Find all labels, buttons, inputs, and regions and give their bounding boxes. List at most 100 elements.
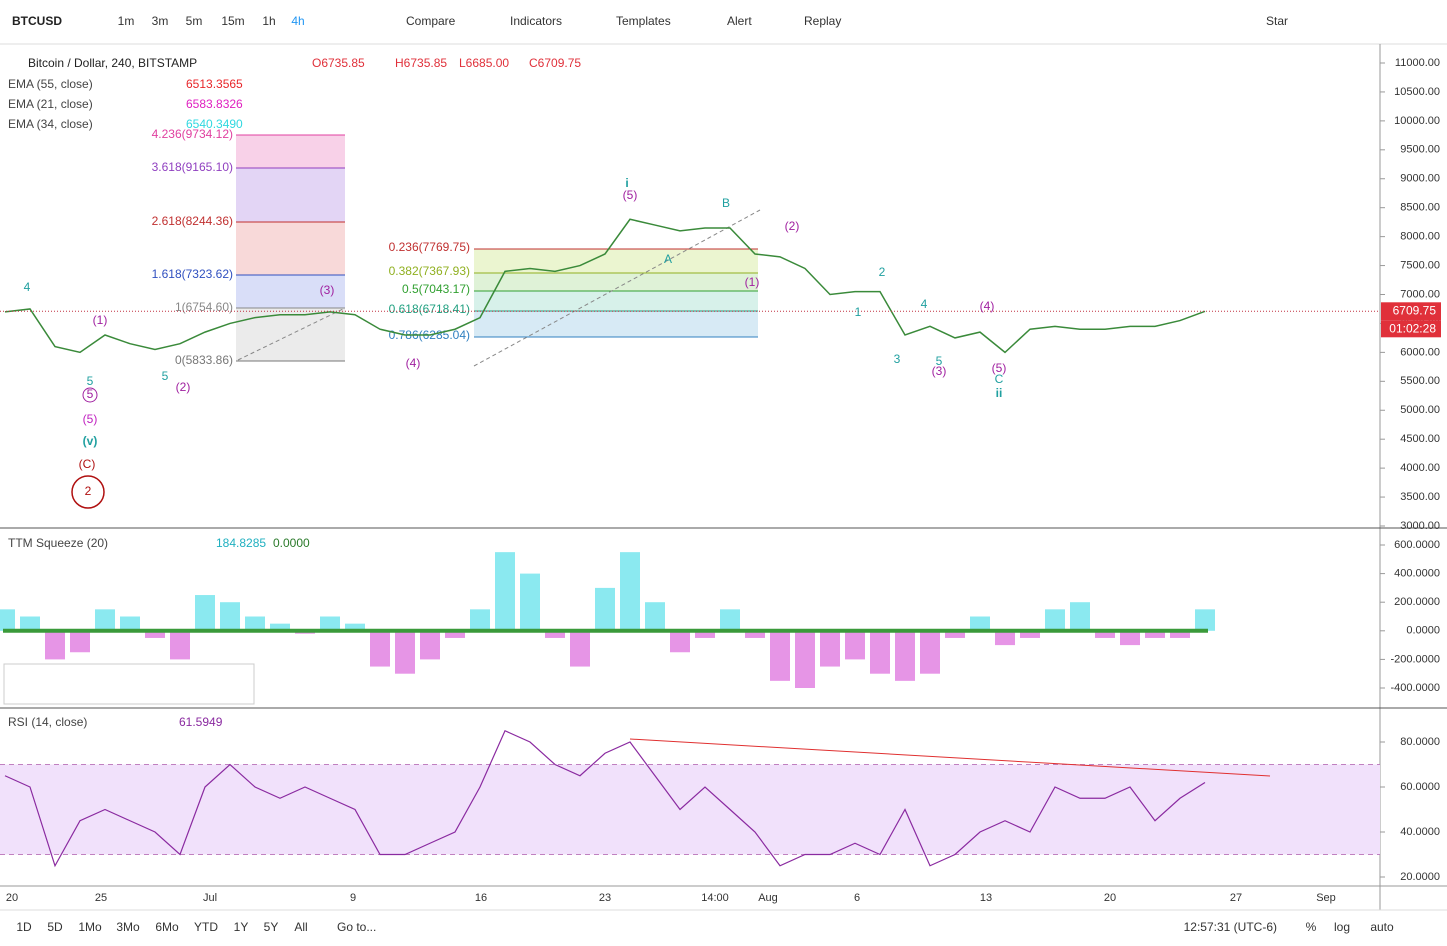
toolbar-button[interactable]: Compare xyxy=(406,14,456,28)
toolbar-button[interactable]: Replay xyxy=(804,14,841,28)
wave-label: 2 xyxy=(85,484,92,498)
y-tick-label: -200.0000 xyxy=(1390,653,1440,665)
squeeze-bar xyxy=(995,630,1015,646)
last-price-label: 6709.75 xyxy=(1393,303,1437,317)
squeeze-bar xyxy=(820,630,840,667)
toolbar-button[interactable]: Templates xyxy=(616,14,671,28)
interval-button[interactable]: 1h xyxy=(262,14,275,28)
wave-label: (5) xyxy=(83,412,98,426)
star-button[interactable]: Star xyxy=(1266,14,1288,28)
legend-title: Bitcoin / Dollar, 240, BITSTAMP xyxy=(28,56,197,70)
interval-button[interactable]: 1m xyxy=(118,14,135,28)
toolbar-button[interactable]: Alert xyxy=(727,14,752,28)
wave-label: (5) xyxy=(623,188,638,202)
fib-zone xyxy=(236,168,345,222)
y-tick-label: 8000.00 xyxy=(1400,231,1440,243)
fib-label: 4.236(9734.12) xyxy=(152,127,233,141)
squeeze-bar xyxy=(970,616,990,631)
wave-label: 5 xyxy=(162,369,169,383)
toolbar-button[interactable]: Indicators xyxy=(510,14,562,28)
wave-label: (5) xyxy=(992,361,1007,375)
fib-zone xyxy=(474,311,758,337)
ohlc-value: L6685.00 xyxy=(459,56,509,70)
last-price-tag xyxy=(1381,302,1441,321)
squeeze-bar xyxy=(245,616,265,631)
goto-button[interactable]: Go to... xyxy=(337,920,376,934)
y-tick-label: 0.0000 xyxy=(1406,625,1440,637)
scale-option[interactable]: % xyxy=(1306,920,1317,934)
range-button[interactable]: 1D xyxy=(16,920,32,934)
fib-zone xyxy=(474,291,758,311)
squeeze-bar xyxy=(145,630,165,638)
squeeze-bar xyxy=(45,630,65,660)
x-tick-label: 14:00 xyxy=(701,892,729,904)
y-tick-label: 7500.00 xyxy=(1400,259,1440,271)
x-tick-label: 25 xyxy=(95,892,107,904)
ohlc-value: O6735.85 xyxy=(312,56,365,70)
ema-name: EMA (21, close) xyxy=(8,97,93,111)
squeeze-bar xyxy=(945,630,965,638)
rsi-trend-line xyxy=(629,738,1271,777)
squeeze-bar xyxy=(345,623,365,631)
countdown-label: 01:02:28 xyxy=(1389,321,1436,335)
fib-zone xyxy=(236,275,345,308)
range-button[interactable]: YTD xyxy=(194,920,218,934)
y-tick-label: 4000.00 xyxy=(1400,462,1440,474)
countdown-tag xyxy=(1381,320,1441,338)
range-button[interactable]: All xyxy=(294,920,307,934)
range-button[interactable]: 1Mo xyxy=(78,920,102,934)
rsi-name: RSI (14, close) xyxy=(8,715,87,729)
interval-button[interactable]: 3m xyxy=(152,14,169,28)
squeeze-bar xyxy=(920,630,940,674)
rsi-band xyxy=(0,764,1380,855)
squeeze-bar xyxy=(1045,609,1065,631)
range-button[interactable]: 5D xyxy=(47,920,63,934)
scale-option[interactable]: auto xyxy=(1370,920,1394,934)
interval-button[interactable]: 5m xyxy=(186,14,203,28)
squeeze-bar xyxy=(1145,630,1165,638)
price-line xyxy=(4,218,1206,354)
wave-label: (3) xyxy=(320,283,335,297)
fib-zone xyxy=(236,222,345,275)
squeeze-bar xyxy=(770,630,790,681)
wave-label: 1 xyxy=(855,305,862,319)
y-tick-label: 11000.00 xyxy=(1395,57,1440,69)
wave-label: 3 xyxy=(894,352,901,366)
y-tick-label: 400.0000 xyxy=(1394,568,1440,580)
range-button[interactable]: 5Y xyxy=(264,920,279,934)
x-tick-label: 20 xyxy=(6,892,18,904)
range-button[interactable]: 1Y xyxy=(234,920,249,934)
fib-label: 0(5833.86) xyxy=(175,353,233,367)
interval-button[interactable]: 4h xyxy=(291,14,304,28)
squeeze-bar xyxy=(370,630,390,667)
wave-label: 5 xyxy=(936,354,943,368)
squeeze-bar xyxy=(320,616,340,631)
drawing-toolbar[interactable] xyxy=(3,663,255,705)
squeeze-bar xyxy=(670,630,690,653)
wave-label: C xyxy=(995,372,1004,386)
squeeze-bar xyxy=(1170,630,1190,638)
wave-label: (4) xyxy=(980,299,995,313)
ema-value: 6540.3490 xyxy=(186,117,243,131)
x-tick-label: 9 xyxy=(350,892,356,904)
wave-label: (2) xyxy=(785,219,800,233)
squeeze-bar xyxy=(220,602,240,631)
wave-label: (C) xyxy=(79,457,96,471)
scale-option[interactable]: log xyxy=(1334,920,1350,934)
interval-button[interactable]: 15m xyxy=(221,14,244,28)
symbol[interactable]: BTCUSD xyxy=(12,14,62,28)
range-button[interactable]: 6Mo xyxy=(155,920,179,934)
wave-label: (4) xyxy=(406,356,421,370)
wave-label: 4 xyxy=(24,280,31,294)
squeeze-bar xyxy=(620,552,640,631)
x-tick-label: 23 xyxy=(599,892,611,904)
fib-label: 0.236(7769.75) xyxy=(389,240,470,254)
squeeze-bar xyxy=(1195,609,1215,631)
squeeze-bar xyxy=(895,630,915,681)
x-tick-label: Sep xyxy=(1316,892,1336,904)
squeeze-bar xyxy=(1020,630,1040,638)
range-button[interactable]: 3Mo xyxy=(116,920,140,934)
ohlc-value: C6709.75 xyxy=(529,56,581,70)
wave-label: (v) xyxy=(83,434,98,448)
